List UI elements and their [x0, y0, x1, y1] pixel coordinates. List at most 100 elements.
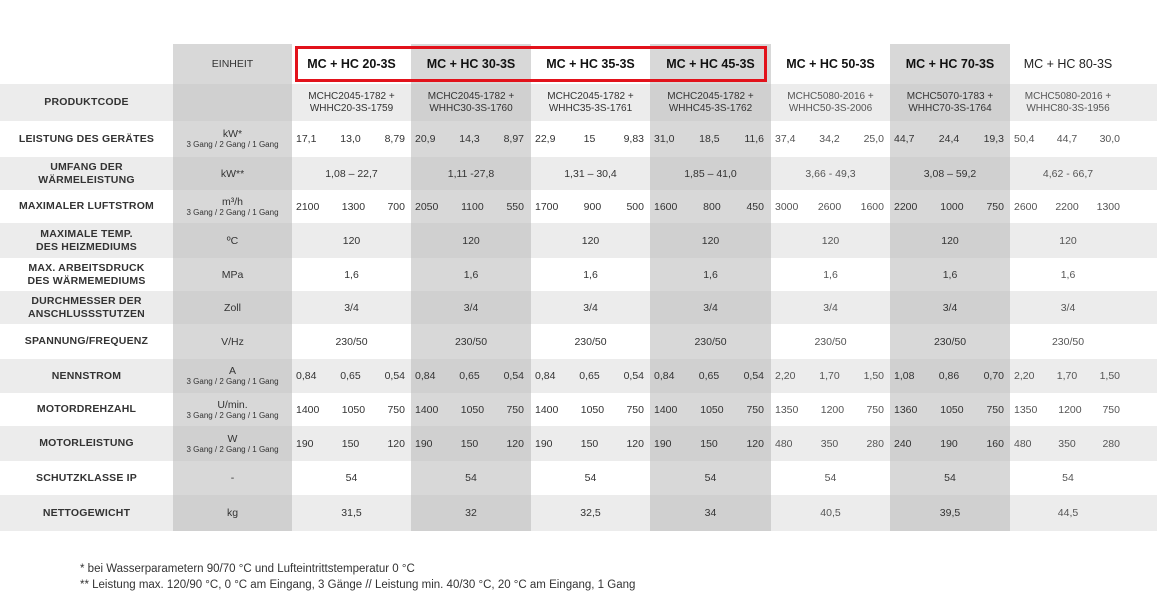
speed-value: 150 [460, 437, 479, 450]
speed-value: 800 [703, 200, 721, 213]
value-cell: 2200 1000 750 [890, 190, 1010, 223]
speed-value: 750 [746, 403, 764, 416]
value-cell: 54 [345, 472, 358, 484]
speed-value: 1300 [341, 200, 366, 213]
speed-value: 1700 [535, 200, 559, 213]
model-header: MC + HC 20-3S [307, 57, 396, 71]
speed-value: 34,2 [819, 133, 840, 145]
speed-value: 450 [746, 200, 764, 213]
product-code-cell: MCHC2045-1782 + WHHC45-3S-1762 [650, 84, 771, 121]
speed-value: 350 [820, 437, 839, 450]
speed-value: 2,20 [775, 370, 796, 382]
row-label: NETTOGEWICHT [42, 506, 131, 519]
speed-value: 0,84 [535, 370, 556, 382]
product-code-line: MCHC2045-1782 + [667, 90, 754, 102]
unit-speeds: 3 Gang / 2 Gang / 1 Gang [186, 410, 279, 420]
speed-value: 13,0 [340, 133, 361, 145]
product-code-line: WHHC50-3S-2006 [788, 102, 873, 114]
value-cell: 0,84 0,65 0,54 [650, 359, 771, 393]
speed-value: 15 [583, 133, 596, 145]
row-label: MAXIMALER LUFTSTROM [18, 200, 155, 212]
product-code-line: WHHC70-3S-1764 [908, 102, 992, 114]
value-cell: 2,20 1,70 1,50 [1010, 359, 1126, 393]
unit-cell: V/Hz [173, 324, 292, 359]
value-cell: 39,5 [890, 495, 1010, 531]
unit-value: kW* [222, 128, 243, 140]
table-row: NENNSTROM A 3 Gang / 2 Gang / 1 Gang 0,84 0,… [0, 359, 1157, 393]
speed-value: 0,65 [579, 370, 600, 382]
speed-value: 1100 [461, 200, 484, 213]
unit-value: m³/h [222, 195, 243, 208]
speed-value: 1360 [894, 403, 918, 416]
speed-value: 190 [654, 437, 672, 450]
product-code-line: MCHC5080-2016 + [787, 90, 874, 102]
speed-value: 0,54 [743, 370, 764, 382]
value-cell: 190 150 120 [292, 426, 411, 461]
value-cell: 3/4 [344, 301, 359, 314]
speed-value: 1400 [415, 403, 439, 416]
value-cell: 190 150 120 [531, 426, 650, 461]
speed-value: 480 [775, 437, 793, 450]
value-cell: 50,4 44,7 30,0 [1010, 121, 1126, 157]
speed-value: 18,5 [699, 133, 720, 145]
speed-value: 1,50 [1099, 370, 1120, 382]
value-cell: 1,08 – 22,7 [325, 167, 378, 180]
model-header: MC + HC 35-3S [546, 57, 635, 71]
table-row: UMFANG DER WÄRMELEISTUNG kW** 1,08 – 22,7 1,… [0, 157, 1157, 190]
table-row: MAX. ARBEITSDRUCK DES WÄRMEMEDIUMS MPa 1,6 1… [0, 258, 1157, 291]
unit-value: A [228, 365, 236, 377]
table-row: PRODUKTCODE MCHC2045-1782 + WHHC20-3S-1759… [0, 84, 1157, 121]
speed-value: 350 [1058, 437, 1076, 450]
value-cell: 1,08 0,86 0,70 [890, 359, 1010, 393]
value-cell: 37,4 34,2 25,0 [771, 121, 890, 157]
row-label: UMFANG DER WÄRMELEISTUNG [0, 157, 173, 190]
product-code-line: WHHC30-3S-1760 [429, 102, 513, 114]
value-cell: 40,5 [820, 507, 841, 519]
value-cell: 17,1 13,0 8,79 [292, 121, 411, 157]
speed-value: 1400 [296, 403, 320, 416]
speed-value: 700 [387, 200, 405, 213]
speed-value: 190 [940, 437, 958, 450]
speed-value: 9,83 [623, 133, 644, 145]
speed-value: 31,0 [654, 133, 675, 145]
value-cell: 2,20 1,70 1,50 [771, 359, 890, 393]
speed-value: 17,1 [296, 133, 317, 145]
product-code-cell: MCHC2045-1782 + WHHC30-3S-1760 [411, 84, 531, 121]
value-cell: 0,84 0,65 0,54 [292, 359, 411, 393]
value-cell: 1,85 – 41,0 [650, 157, 771, 190]
speed-value: 120 [506, 437, 524, 450]
value-cell: 1,6 [1060, 268, 1076, 281]
value-cell: 190 150 120 [411, 426, 531, 461]
product-code-line: WHHC80-3S-1956 [1026, 102, 1110, 114]
value-cell: 1,6 [823, 268, 838, 281]
footnote-2: ** Leistung max. 120/90 °C, 0 °C am Eing… [80, 579, 636, 591]
value-cell: 44,5 [1057, 507, 1079, 519]
speed-value: 1,70 [819, 370, 840, 382]
speed-value: 2200 [894, 200, 918, 213]
speed-value: 3000 [775, 200, 799, 213]
product-code-cell: MCHC2045-1782 + WHHC20-3S-1759 [292, 84, 411, 121]
table-row: SCHUTZKLASSE IP - 54 54 54 54 54 54 54 [0, 461, 1157, 495]
speed-value: 19,3 [983, 133, 1004, 145]
unit-value: - [230, 472, 235, 484]
model-header: MC + HC 30-3S [411, 44, 531, 84]
value-cell: 1350 1200 750 [771, 393, 890, 426]
speed-value: 1050 [700, 403, 724, 416]
value-cell: 1,6 [411, 258, 531, 291]
unit-cell: Zoll [173, 291, 292, 324]
product-code-cell: MCHC2045-1782 + WHHC35-3S-1761 [531, 84, 650, 121]
speed-value: 190 [535, 437, 553, 450]
speed-value: 0,84 [296, 370, 317, 382]
value-cell: 120 [1059, 234, 1077, 247]
value-cell: 1,11 -27,8 [411, 157, 531, 190]
product-code-line: WHHC35-3S-1761 [548, 102, 633, 114]
value-cell: 120 [650, 223, 771, 258]
speed-value: 190 [415, 437, 433, 450]
speed-value: 750 [387, 403, 405, 416]
speed-value: 750 [626, 403, 644, 416]
value-cell: 230/50 [890, 324, 1010, 359]
table-row: MOTORLEISTUNG W 3 Gang / 2 Gang / 1 Gang 19… [0, 426, 1157, 461]
unit-value: ºC [226, 234, 239, 247]
value-cell: 44,7 24,4 19,3 [890, 121, 1010, 157]
value-cell: 54 [650, 461, 771, 495]
